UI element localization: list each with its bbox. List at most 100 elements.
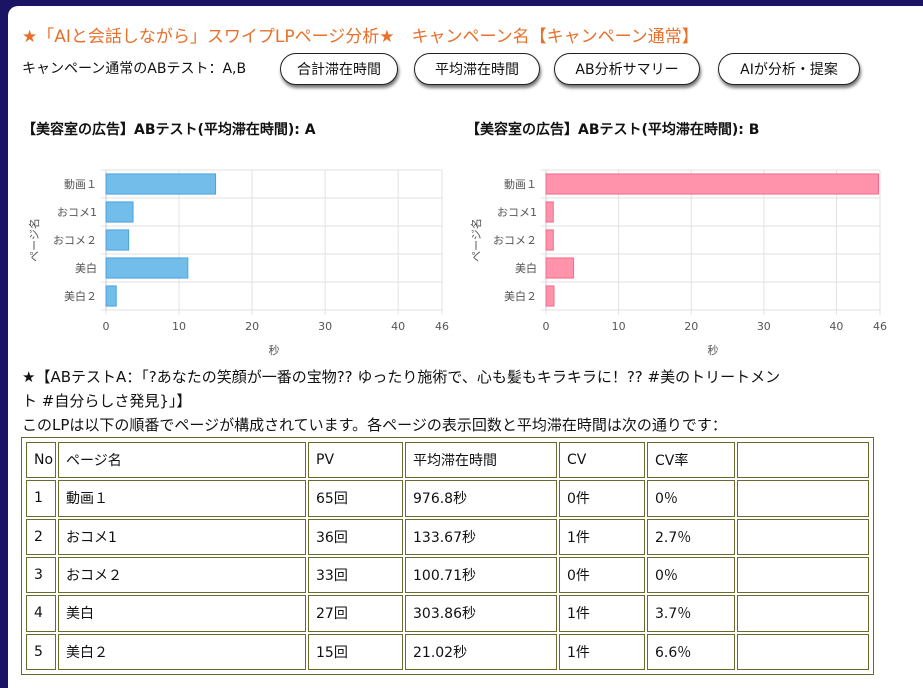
cell-avg-time: 133.67秒: [405, 518, 557, 555]
cell-avg-time: 100.71秒: [405, 556, 557, 594]
header-avg-time: 平均滞在時間: [405, 442, 557, 479]
category-label: おコメ２: [493, 234, 537, 247]
header-pv: PV: [308, 442, 403, 479]
cell-cv: 0件: [559, 480, 645, 517]
cell-page-name: 動画１: [58, 480, 306, 517]
cell-avg-time: 976.8秒: [405, 480, 557, 517]
y-axis-label: ページ名: [27, 218, 41, 262]
table-row: 3 おコメ２ 33回 100.71秒 0件 0％: [26, 556, 869, 594]
main-panel: ★「AIと会話しながら」スワイプLPページ分析★ キャンペーン名【キャンペーン通…: [8, 6, 923, 688]
ab-test-description-cont: ト #自分らしさ発見}｣】: [22, 392, 192, 410]
cell-pv: 36回: [308, 518, 403, 555]
tick-label: 30: [757, 320, 771, 333]
category-label: 美白２: [504, 289, 537, 303]
category-label: 美白２: [64, 289, 97, 303]
cell-pv: 33回: [308, 556, 403, 594]
x-axis-label: 秒: [708, 343, 719, 357]
chart-a-title: 【美容室の広告】ABテスト(平均滞在時間): A: [22, 122, 316, 138]
tick-label: 20: [245, 320, 259, 333]
cell-page-name: 美白: [58, 595, 306, 632]
cell-avg-time: 21.02秒: [405, 633, 557, 670]
tick-label: 20: [684, 320, 698, 333]
bar: [105, 173, 217, 195]
cell-cv-rate: 6.6％: [647, 633, 735, 670]
cell-empty: [737, 556, 869, 594]
category-label: おコメ1: [497, 206, 537, 219]
tick-label: 30: [318, 320, 332, 333]
ab-summary-button[interactable]: AB分析サマリー: [554, 53, 700, 85]
cell-pv: 27回: [308, 595, 403, 632]
chart-b-title: 【美容室の広告】ABテスト(平均滞在時間): B: [466, 122, 760, 138]
y-axis-label: ページ名: [469, 218, 483, 262]
category-label: おコメ２: [53, 234, 97, 247]
header-empty: [737, 442, 869, 479]
category-label: 美白: [515, 261, 537, 275]
x-axis-label: 秒: [269, 343, 280, 357]
cell-avg-time: 303.86秒: [405, 595, 557, 632]
cell-cv: 1件: [559, 633, 645, 670]
cell-empty: [737, 595, 869, 632]
cell-no: 4: [26, 595, 56, 632]
header-page-name: ページ名: [58, 442, 306, 479]
cell-pv: 65回: [308, 480, 403, 517]
tick-label: 10: [172, 320, 186, 333]
ab-test-description: ★【ABテストA：｢?あなたの笑顔が一番の宝物?? ゆったり施術で、心も髪もキラ…: [22, 368, 781, 386]
table-row: 2 おコメ1 36回 133.67秒 1件 2.7％: [26, 518, 869, 555]
cell-page-name: おコメ２: [58, 556, 306, 594]
bar: [105, 257, 189, 279]
cell-cv-rate: 0％: [647, 556, 735, 594]
tick-label: 0: [543, 320, 550, 333]
category-label: 美白: [75, 261, 97, 275]
tick-label: 40: [829, 320, 843, 333]
cell-no: 1: [26, 480, 56, 517]
bar: [545, 201, 554, 223]
category-label: 動画１: [504, 177, 537, 191]
cell-cv-rate: 3.7％: [647, 595, 735, 632]
cell-cv: 0件: [559, 556, 645, 594]
cell-empty: [737, 633, 869, 670]
page-stats-table: No ページ名 PV 平均滞在時間 CV CV率 1 動画１ 65回 976.8…: [24, 440, 871, 672]
cell-page-name: 美白２: [58, 633, 306, 670]
bar: [105, 201, 134, 223]
cell-cv: 1件: [559, 518, 645, 555]
lp-structure-note: このLPは以下の順番でページが構成されています。各ページの表示回数と平均滞在時間…: [22, 416, 727, 434]
header-cv: CV: [559, 442, 645, 479]
tick-label: 10: [612, 320, 626, 333]
cell-cv: 1件: [559, 595, 645, 632]
table-row: 4 美白 27回 303.86秒 1件 3.7％: [26, 595, 869, 632]
cell-empty: [737, 480, 869, 517]
cell-no: 5: [26, 633, 56, 670]
category-label: おコメ1: [57, 206, 97, 219]
page-title: ★「AIと会話しながら」スワイプLPページ分析★ キャンペーン名【キャンペーン通…: [22, 27, 699, 47]
cell-cv-rate: 0％: [647, 480, 735, 517]
cell-cv-rate: 2.7％: [647, 518, 735, 555]
ab-test-label: キャンペーン通常のABテスト：A,B: [22, 61, 247, 77]
header-cv-rate: CV率: [647, 442, 735, 479]
page-stats-table-frame: No ページ名 PV 平均滞在時間 CV CV率 1 動画１ 65回 976.8…: [21, 437, 874, 675]
bar: [545, 173, 880, 195]
avg-time-button[interactable]: 平均滞在時間: [414, 53, 540, 85]
table-header-row: No ページ名 PV 平均滞在時間 CV CV率: [26, 442, 869, 479]
table-row: 1 動画１ 65回 976.8秒 0件 0％: [26, 480, 869, 517]
tick-label: 40: [391, 320, 405, 333]
tick-label: 0: [103, 320, 110, 333]
cell-pv: 15回: [308, 633, 403, 670]
cell-no: 3: [26, 556, 56, 594]
ai-analysis-button[interactable]: AIが分析・提案: [718, 53, 860, 85]
header-no: No: [26, 442, 56, 479]
cell-no: 2: [26, 518, 56, 555]
bar: [545, 257, 575, 279]
tick-label: 46: [873, 320, 887, 333]
bar: [545, 285, 555, 307]
bar: [105, 229, 130, 251]
bar: [105, 285, 117, 307]
bar: [545, 229, 554, 251]
cell-page-name: おコメ1: [58, 518, 306, 555]
tick-label: 46: [435, 320, 449, 333]
total-time-button[interactable]: 合計滞在時間: [280, 53, 398, 85]
table-row: 5 美白２ 15回 21.02秒 1件 6.6％: [26, 633, 869, 670]
cell-empty: [737, 518, 869, 555]
category-label: 動画１: [64, 177, 97, 191]
